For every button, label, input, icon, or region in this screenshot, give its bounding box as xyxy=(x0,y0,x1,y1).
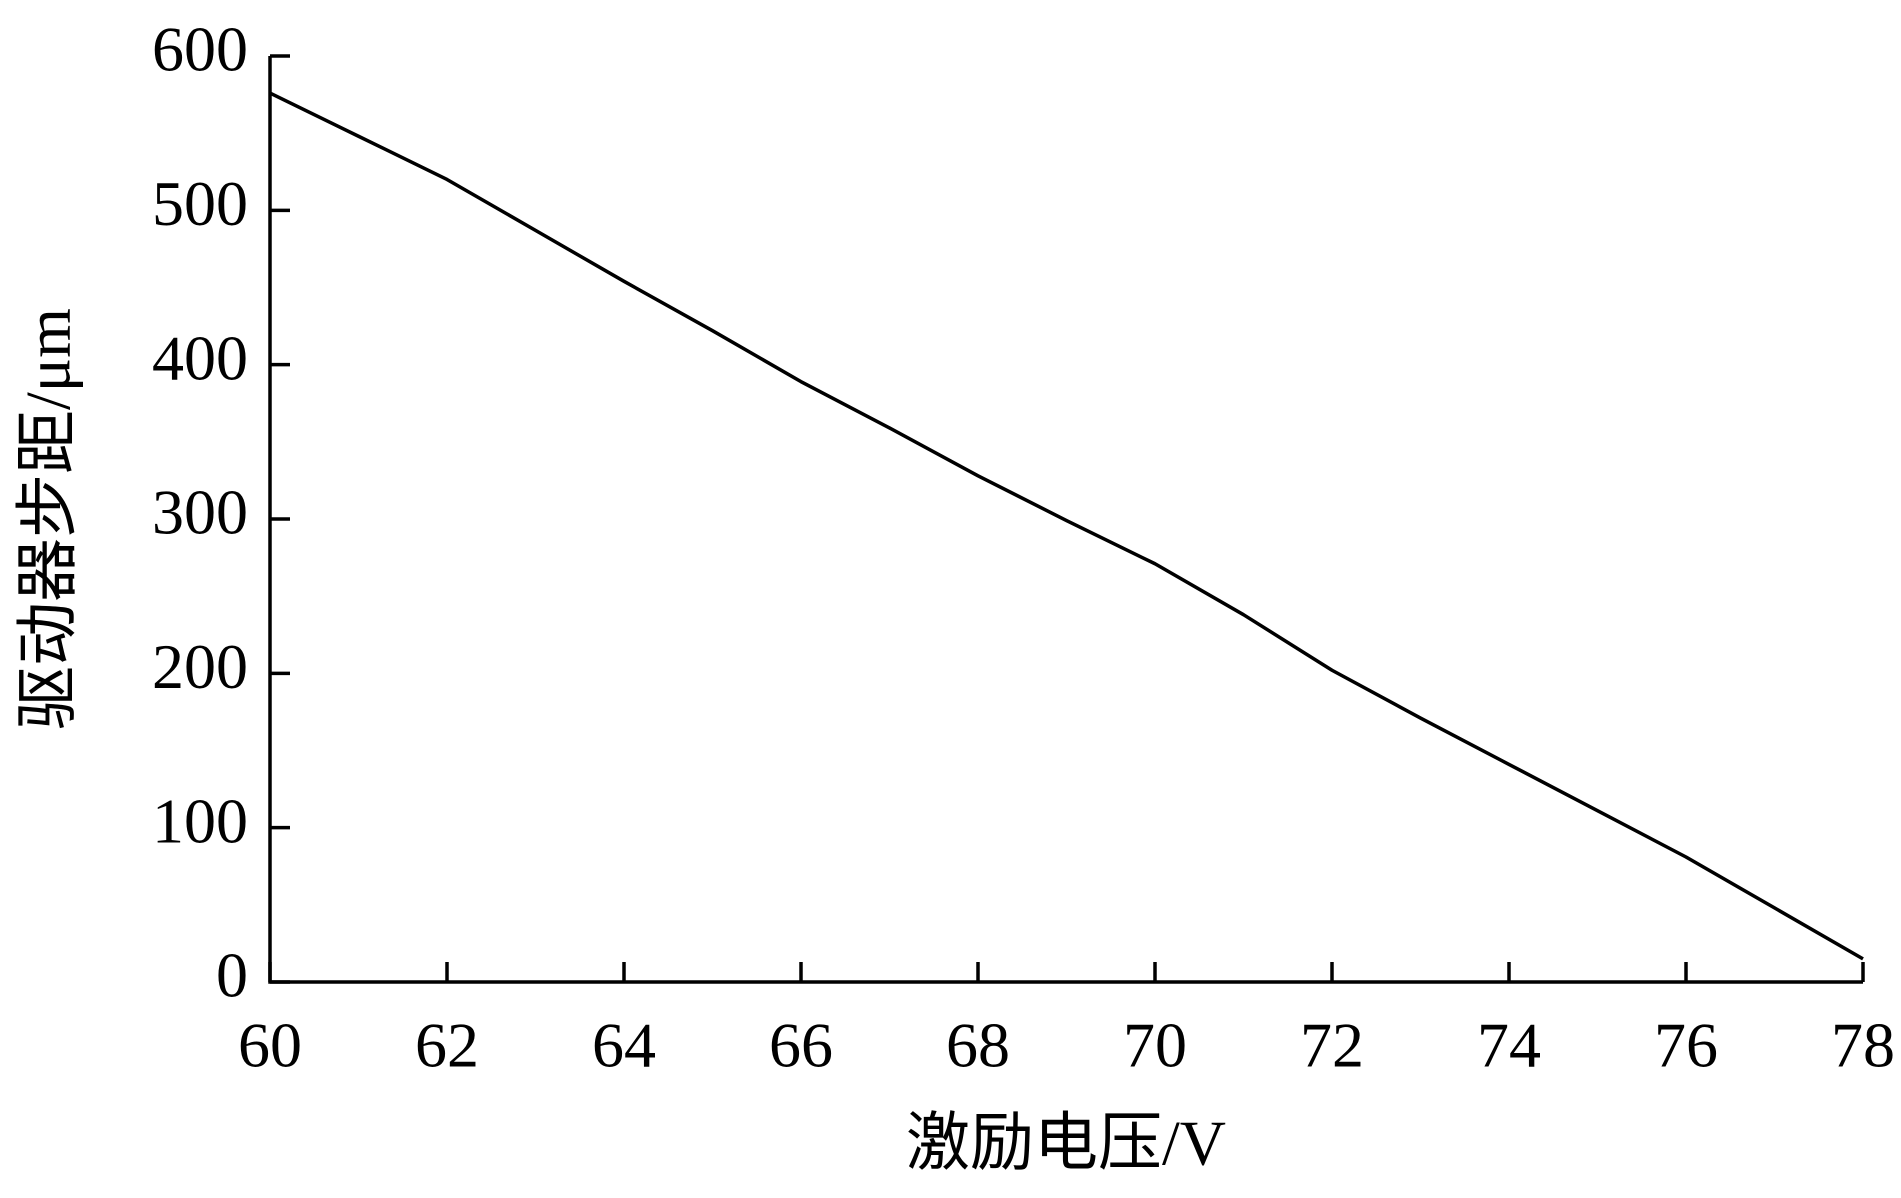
data-line xyxy=(269,91,1864,961)
y-tick-label: 100 xyxy=(152,785,248,856)
x-tick-label: 66 xyxy=(769,1010,833,1081)
x-tick-label: 78 xyxy=(1831,1010,1895,1081)
x-tick-label: 72 xyxy=(1300,1010,1364,1081)
x-tick-label: 70 xyxy=(1123,1010,1187,1081)
x-axis-title: 激励电压/V xyxy=(906,1108,1226,1179)
x-tick-label: 76 xyxy=(1654,1010,1718,1081)
x-tick-label: 64 xyxy=(592,1010,656,1081)
y-axis-title: 驱动器步距/μm xyxy=(13,308,84,730)
y-tick-label: 600 xyxy=(152,14,248,85)
x-tick-label: 62 xyxy=(415,1010,479,1081)
y-tick-label: 200 xyxy=(152,631,248,702)
y-tick-label: 400 xyxy=(152,322,248,393)
x-tick-label: 74 xyxy=(1477,1010,1541,1081)
x-tick-label: 68 xyxy=(946,1010,1010,1081)
y-tick-label: 300 xyxy=(152,477,248,548)
x-tick-label: 60 xyxy=(238,1010,302,1081)
y-tick-label: 0 xyxy=(216,940,248,1011)
y-tick-label: 500 xyxy=(152,168,248,239)
